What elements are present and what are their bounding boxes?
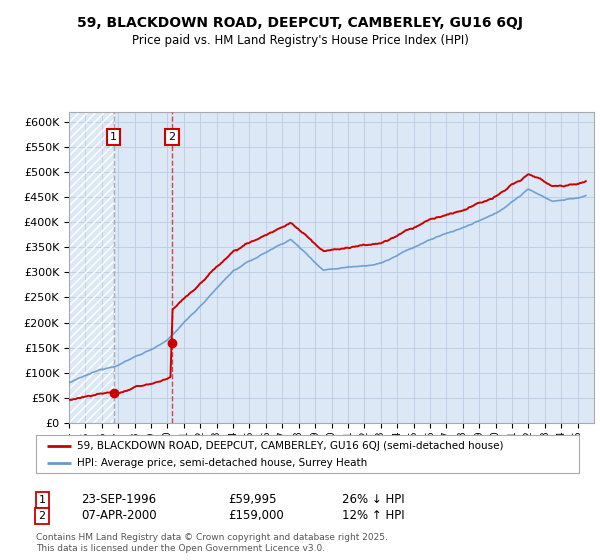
Bar [69,112,114,423]
Text: HPI: Average price, semi-detached house, Surrey Heath: HPI: Average price, semi-detached house,… [77,458,367,468]
Text: 23-SEP-1996: 23-SEP-1996 [81,493,156,506]
Bar [69,112,114,423]
Text: Price paid vs. HM Land Registry's House Price Index (HPI): Price paid vs. HM Land Registry's House … [131,34,469,46]
Text: £59,995: £59,995 [228,493,277,506]
Text: 2: 2 [38,511,46,521]
Text: 59, BLACKDOWN ROAD, DEEPCUT, CAMBERLEY, GU16 6QJ (semi-detached house): 59, BLACKDOWN ROAD, DEEPCUT, CAMBERLEY, … [77,441,503,451]
Text: 59, BLACKDOWN ROAD, DEEPCUT, CAMBERLEY, GU16 6QJ: 59, BLACKDOWN ROAD, DEEPCUT, CAMBERLEY, … [77,16,523,30]
Text: 1: 1 [110,132,117,142]
Text: £159,000: £159,000 [228,509,284,522]
Text: 2: 2 [169,132,175,142]
Text: 12% ↑ HPI: 12% ↑ HPI [342,509,404,522]
Text: 1: 1 [38,494,46,505]
Text: Contains HM Land Registry data © Crown copyright and database right 2025.
This d: Contains HM Land Registry data © Crown c… [36,533,388,553]
Text: 07-APR-2000: 07-APR-2000 [81,509,157,522]
Text: 26% ↓ HPI: 26% ↓ HPI [342,493,404,506]
